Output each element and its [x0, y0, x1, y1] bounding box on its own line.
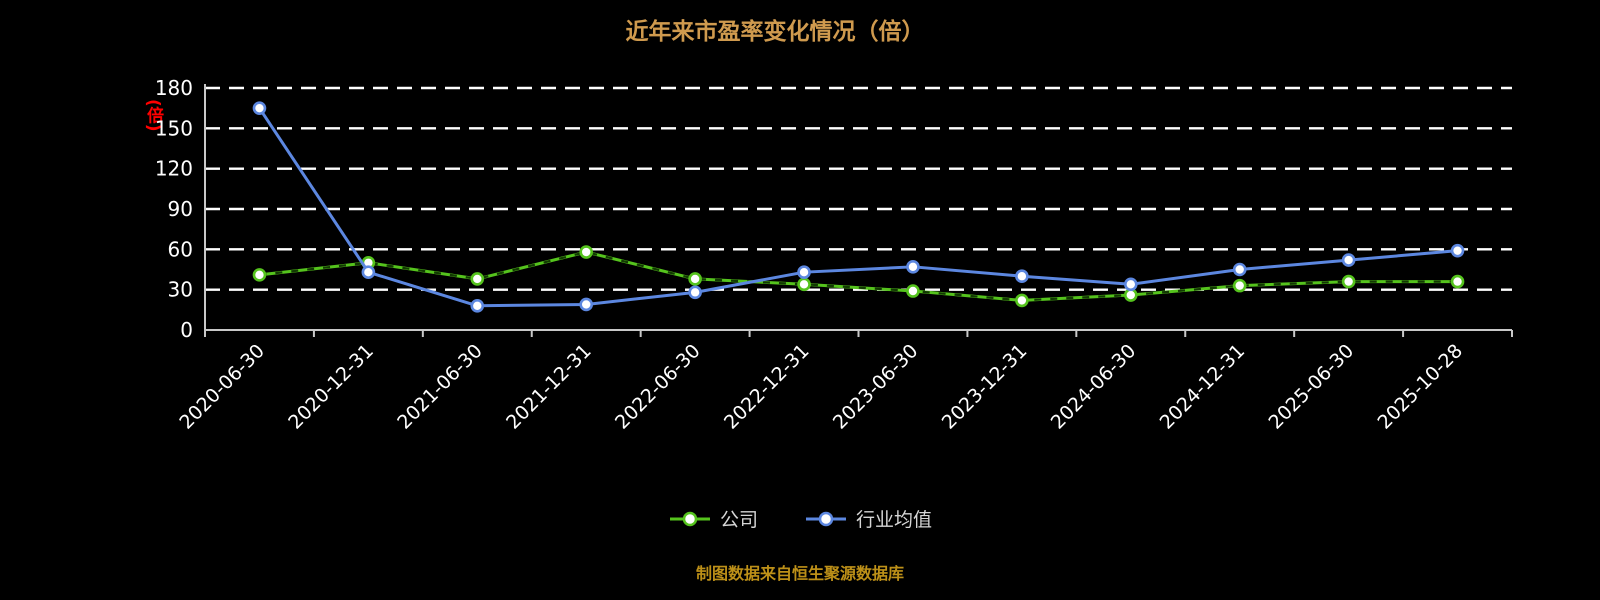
data-point-series-1	[1232, 262, 1247, 277]
data-point-series-1	[579, 297, 594, 312]
x-axis-tick-label: 2020-06-30	[175, 340, 269, 434]
y-axis-tick-label: 150	[155, 116, 193, 140]
chart-title: 近年来市盈率变化情况（倍）	[625, 19, 925, 45]
chart-legend: 公司 行业均值	[0, 505, 1600, 532]
data-point-series-1	[1450, 243, 1465, 258]
data-point-series-1	[906, 260, 920, 274]
legend-label-company: 公司	[719, 509, 758, 531]
legend-item-company[interactable]: 公司	[668, 505, 758, 532]
y-axis-tick-label: 180	[155, 76, 193, 100]
x-axis-tick-label: 2023-12-31	[938, 340, 1032, 434]
legend-label-industry-average: 行业均值	[856, 509, 933, 531]
data-point-series-0	[1341, 274, 1356, 289]
data-point-series-0	[688, 272, 702, 286]
legend-marker-company-icon	[669, 511, 710, 526]
data-point-series-0	[797, 277, 811, 292]
data-point-series-0	[470, 272, 485, 286]
y-axis-tick-label: 0	[180, 318, 193, 342]
x-axis-tick-label: 2024-12-31	[1156, 340, 1250, 434]
data-point-series-0	[906, 284, 920, 298]
x-axis-tick-label: 2024-06-30	[1047, 340, 1141, 434]
data-point-series-1	[252, 101, 267, 115]
y-axis-tick-label: 120	[155, 157, 193, 181]
data-point-series-0	[579, 245, 594, 259]
x-axis-tick-label: 2021-06-30	[393, 340, 487, 434]
y-axis-tick-label: 30	[168, 278, 193, 302]
x-axis-tick-label: 2025-10-28	[1373, 340, 1467, 434]
x-axis-tick-label: 2023-06-30	[829, 340, 923, 434]
series-line-1	[258, 107, 1458, 308]
x-axis-tick-label: 2020-12-31	[284, 340, 378, 434]
data-point-series-0	[1232, 278, 1247, 293]
data-point-series-1	[1341, 253, 1356, 267]
data-point-series-0	[1015, 293, 1029, 308]
data-point-series-0	[1123, 288, 1138, 302]
data-point-series-1	[1015, 269, 1029, 284]
series-line-dash-overlay-0	[259, 250, 1458, 302]
data-point-series-1	[470, 298, 485, 313]
data-point-series-0	[1450, 274, 1465, 289]
legend-item-industry-average[interactable]: 行业均值	[804, 505, 932, 532]
y-axis-tick-label: 90	[168, 197, 193, 221]
data-point-series-1	[361, 265, 376, 279]
x-axis-tick-label: 2022-06-30	[611, 340, 705, 434]
x-axis-tick-label: 2021-12-31	[502, 340, 596, 434]
y-axis-unit-label: (倍)	[143, 99, 163, 132]
data-point-series-1	[688, 285, 702, 300]
data-point-series-1	[1123, 277, 1138, 292]
x-axis-tick-label: 2025-06-30	[1265, 340, 1359, 434]
legend-marker-industry-average-icon	[806, 511, 846, 526]
y-axis-tick-label: 60	[168, 237, 193, 261]
data-point-series-0	[252, 268, 267, 282]
data-point-series-1	[797, 265, 811, 279]
x-axis-tick-label: 2022-12-31	[720, 340, 814, 434]
data-source-caption: 制图数据来自恒生聚源数据库	[695, 564, 904, 583]
